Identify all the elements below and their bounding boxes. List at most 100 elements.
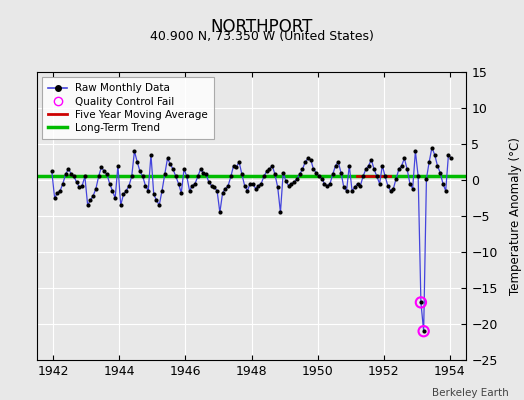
Point: [188, 182, 196, 189]
Point: [381, 173, 389, 180]
Point: [177, 190, 185, 196]
Point: [174, 180, 183, 187]
Point: [114, 162, 122, 169]
Point: [436, 170, 444, 176]
Point: [364, 162, 373, 169]
Point: [400, 155, 409, 162]
Point: [224, 182, 232, 189]
Point: [111, 195, 119, 201]
Point: [238, 171, 246, 178]
Point: [94, 173, 103, 180]
Point: [323, 182, 332, 189]
Point: [191, 180, 199, 187]
Point: [318, 175, 326, 182]
Point: [78, 182, 86, 189]
Point: [397, 162, 406, 169]
Point: [205, 179, 213, 185]
Point: [138, 173, 147, 180]
Point: [254, 182, 263, 189]
Point: [119, 191, 128, 198]
Point: [411, 148, 420, 154]
Point: [414, 173, 422, 180]
Point: [249, 180, 257, 187]
Point: [395, 166, 403, 172]
Point: [351, 184, 359, 190]
Point: [130, 148, 139, 154]
Point: [144, 188, 152, 194]
Point: [271, 171, 279, 178]
Point: [147, 152, 155, 158]
Point: [268, 162, 276, 169]
Point: [133, 159, 141, 165]
Point: [307, 157, 315, 163]
Point: [392, 175, 400, 182]
Point: [241, 182, 249, 189]
Point: [235, 159, 243, 165]
Point: [345, 162, 354, 169]
Point: [227, 173, 235, 180]
Point: [320, 180, 329, 187]
Point: [166, 161, 174, 167]
Point: [243, 188, 252, 194]
Legend: Raw Monthly Data, Quality Control Fail, Five Year Moving Average, Long-Term Tren: Raw Monthly Data, Quality Control Fail, …: [42, 77, 214, 139]
Point: [263, 168, 271, 174]
Point: [417, 299, 425, 306]
Point: [282, 178, 290, 185]
Point: [48, 168, 56, 174]
Point: [149, 191, 158, 198]
Point: [246, 180, 254, 187]
Point: [367, 157, 376, 163]
Point: [425, 159, 433, 165]
Point: [276, 209, 285, 216]
Point: [447, 155, 455, 162]
Point: [59, 180, 67, 187]
Point: [257, 180, 265, 187]
Point: [298, 166, 307, 172]
Point: [326, 180, 334, 187]
Point: [420, 328, 428, 334]
Point: [370, 166, 378, 172]
Point: [92, 186, 100, 192]
Point: [296, 171, 304, 178]
Point: [155, 202, 163, 208]
Point: [329, 171, 337, 178]
Point: [312, 170, 321, 176]
Point: [420, 328, 428, 334]
Point: [72, 179, 81, 185]
Point: [64, 166, 72, 172]
Point: [304, 155, 312, 162]
Point: [182, 173, 191, 180]
Point: [285, 182, 293, 189]
Point: [163, 155, 172, 162]
Point: [232, 164, 241, 170]
Point: [122, 188, 130, 194]
Point: [403, 166, 411, 172]
Point: [116, 202, 125, 208]
Point: [422, 175, 431, 182]
Point: [409, 186, 417, 192]
Point: [125, 182, 133, 189]
Point: [386, 188, 395, 194]
Point: [293, 175, 301, 182]
Point: [105, 180, 114, 187]
Point: [260, 173, 268, 180]
Text: NORTHPORT: NORTHPORT: [211, 18, 313, 36]
Point: [337, 170, 345, 176]
Point: [378, 162, 387, 169]
Point: [56, 188, 64, 194]
Point: [70, 173, 78, 180]
Point: [67, 170, 75, 177]
Point: [180, 166, 188, 172]
Point: [196, 166, 205, 172]
Point: [171, 173, 180, 180]
Point: [340, 184, 348, 190]
Point: [417, 299, 425, 306]
Point: [389, 186, 398, 192]
Point: [141, 182, 150, 189]
Point: [136, 168, 144, 174]
Point: [219, 190, 227, 196]
Point: [160, 171, 169, 178]
Point: [108, 188, 117, 194]
Point: [373, 173, 381, 180]
Point: [230, 162, 238, 169]
